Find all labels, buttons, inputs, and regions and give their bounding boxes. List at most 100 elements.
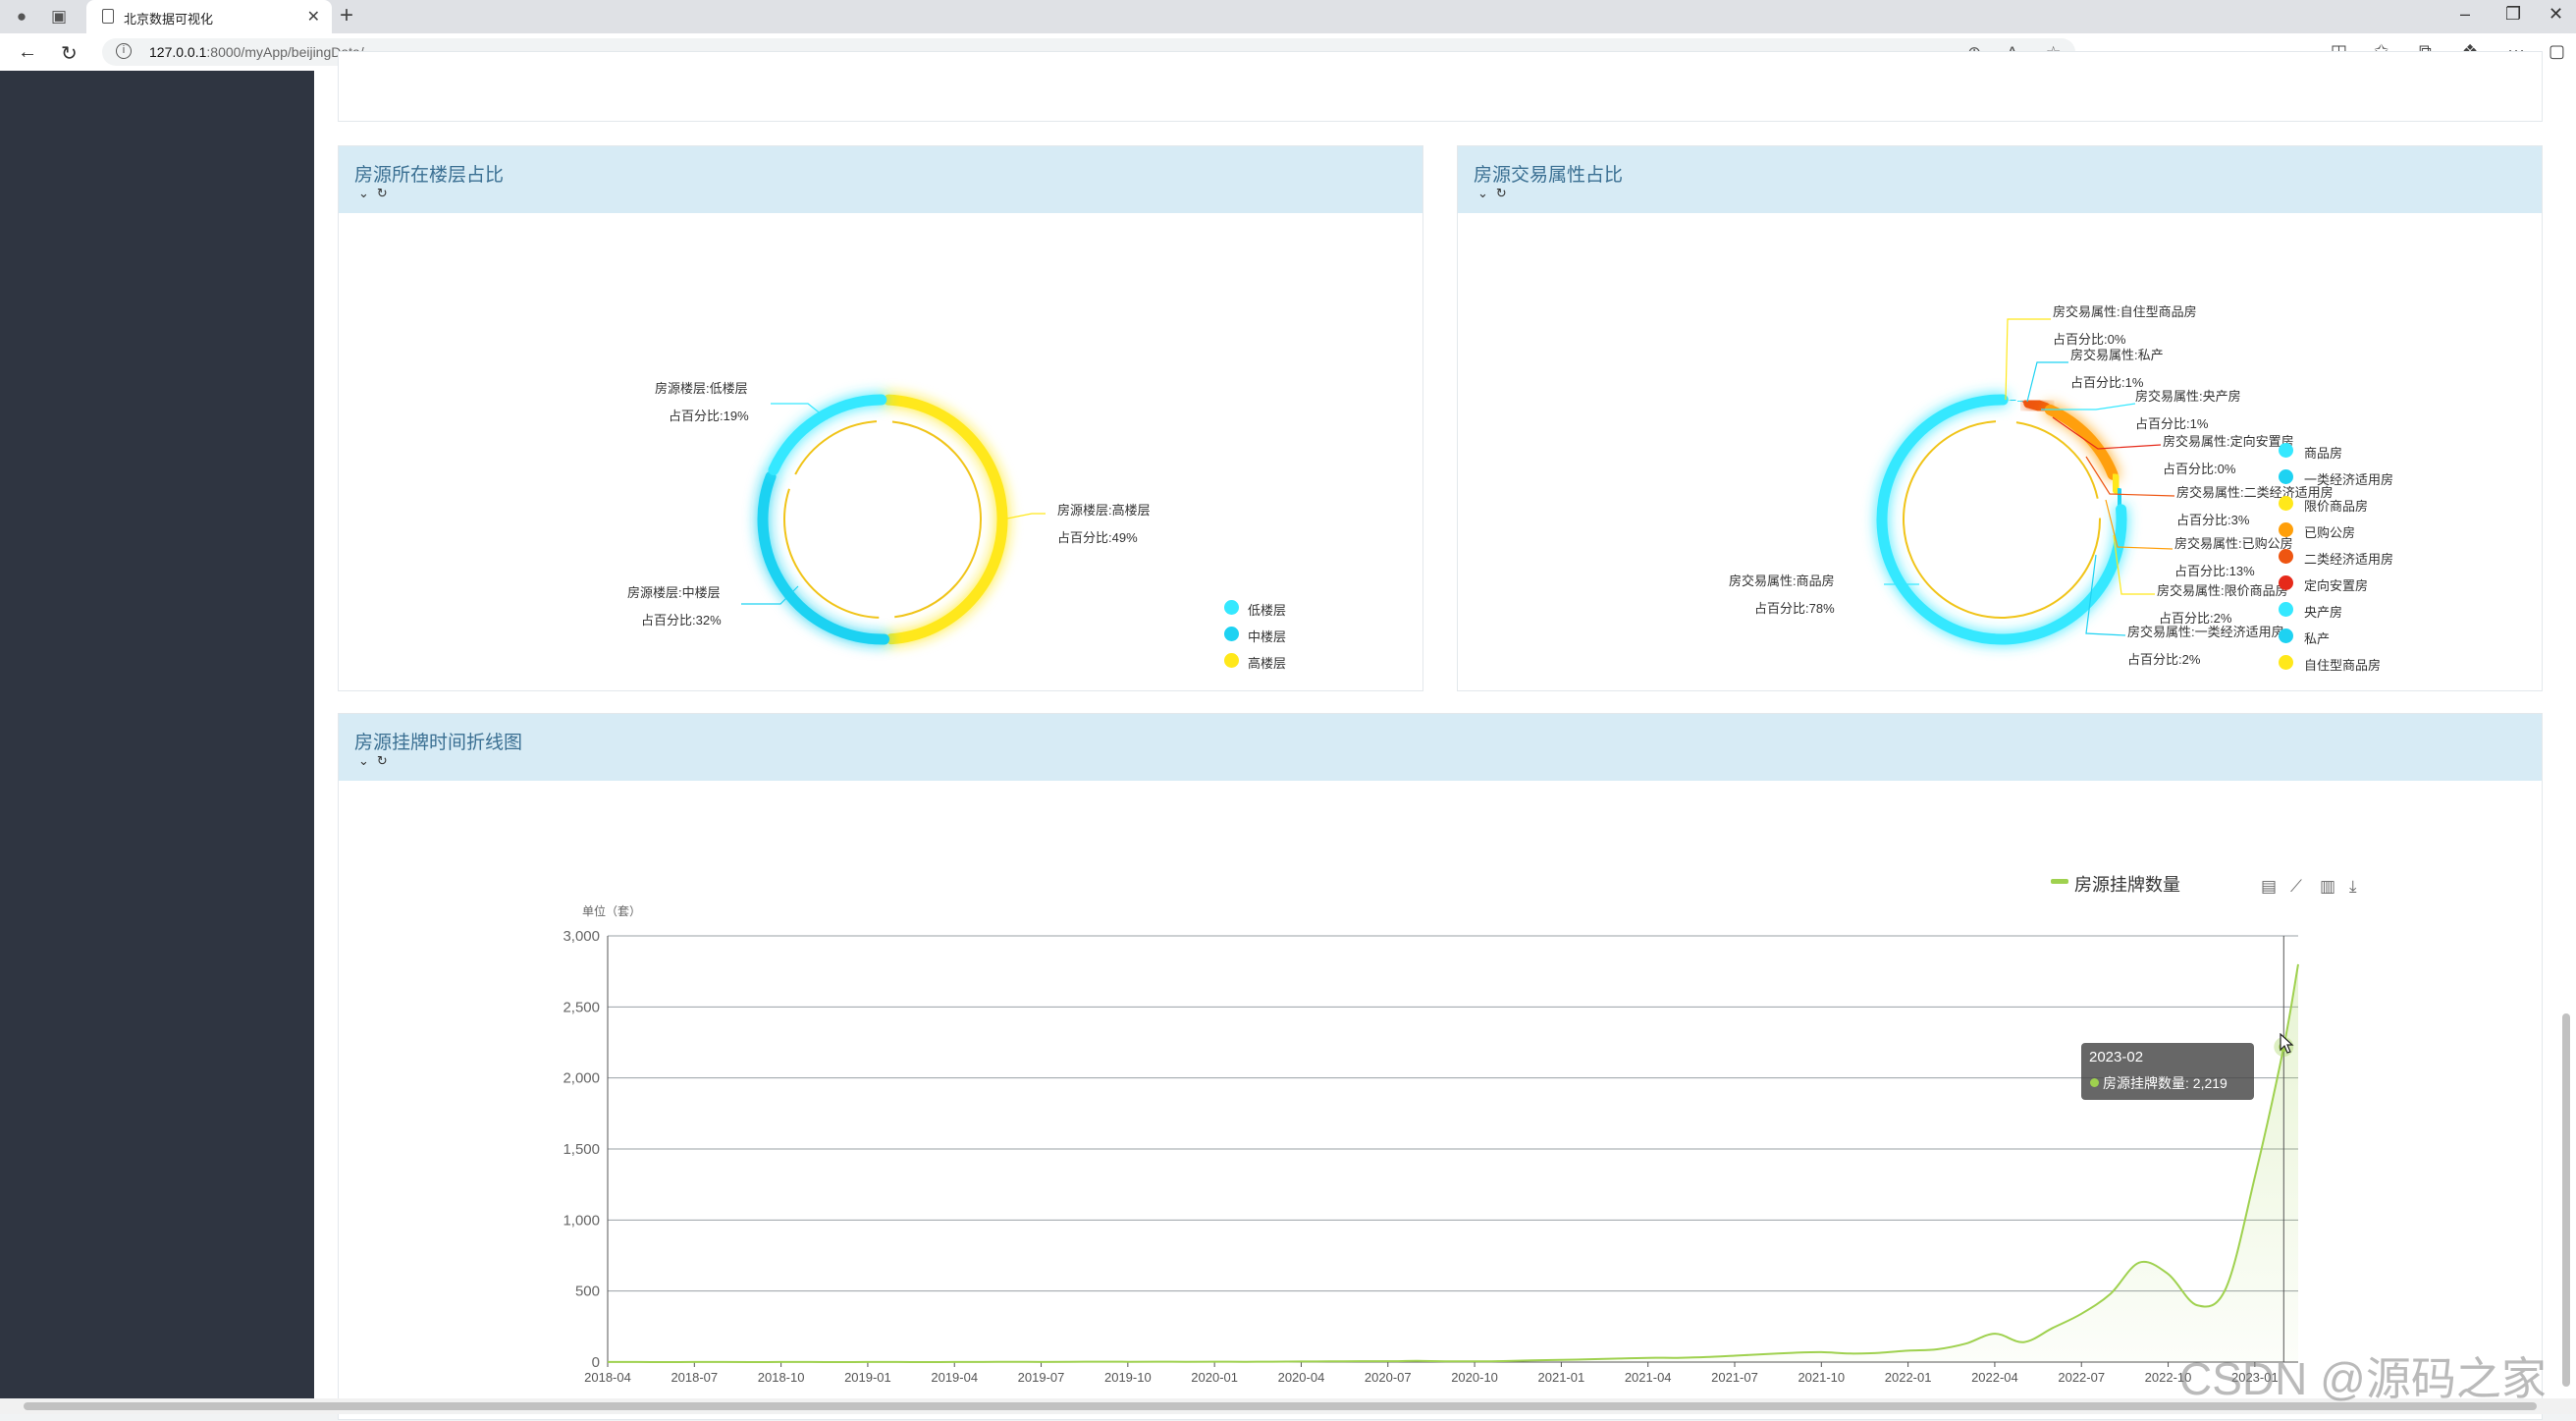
data-view-icon[interactable]: ▤	[2261, 877, 2277, 897]
y-tick-label: 1,000	[563, 1212, 600, 1229]
trade-slice	[2050, 410, 2113, 474]
y-tick-label: 500	[575, 1284, 600, 1300]
sidebar-toggle-icon[interactable]: ▢	[2549, 41, 2565, 62]
new-tab-icon[interactable]: +	[340, 2, 353, 29]
trade-inner-arc	[1904, 421, 2100, 618]
browser-tab[interactable]: 北京数据可视化 ✕	[86, 0, 332, 33]
y-tick-label: 3,000	[563, 928, 600, 945]
y-tick-label: 0	[592, 1354, 600, 1371]
legend-dot	[2279, 443, 2293, 458]
legend-dot	[2279, 522, 2293, 537]
save-image-icon[interactable]: ⤓	[2349, 877, 2357, 897]
trade-callout-line	[2106, 500, 2173, 549]
trade-callout-line	[2006, 319, 2051, 400]
mouse-cursor-icon	[2280, 1033, 2295, 1055]
floor-panel: 房源所在楼层占比 ⌄↻ 房源楼层:低楼层 占百分比:19% 房源楼层:中楼层 占…	[338, 145, 1423, 691]
legend-dot	[1224, 627, 1239, 641]
trade-callout-percent: 占百分比:78%	[1754, 598, 1835, 617]
floor-slice	[763, 476, 885, 639]
series-line	[608, 964, 2298, 1362]
floor-callout-percent: 占百分比:19%	[669, 406, 749, 424]
floor-inner-arc	[892, 422, 981, 618]
x-tick-label: 2022-07	[2058, 1370, 2105, 1385]
page-icon	[102, 9, 114, 24]
floor-callout-name: 房源楼层:中楼层	[627, 582, 721, 601]
x-tick-label: 2020-07	[1365, 1370, 1412, 1385]
tooltip-value: 房源挂牌数量: 2,219	[2103, 1073, 2227, 1093]
x-tick-label: 2019-10	[1104, 1370, 1152, 1385]
trade-callout-name: 房交易属性:已购公房	[2174, 533, 2293, 552]
x-tick-label: 2022-01	[1885, 1370, 1932, 1385]
vertical-scrollbar[interactable]	[2556, 71, 2576, 1398]
y-tick-label: 2,000	[563, 1070, 600, 1087]
x-tick-label: 2020-10	[1451, 1370, 1498, 1385]
legend-dot	[2279, 629, 2293, 643]
trade-callout-name: 房交易属性:商品房	[1729, 571, 1835, 589]
floor-callout-name: 房源楼层:高楼层	[1057, 500, 1151, 519]
trade-callout-percent: 占百分比:2%	[2127, 649, 2200, 668]
y-axis-unit-label: 单位（套）	[582, 902, 641, 919]
floor-callout-percent: 占百分比:32%	[641, 610, 722, 629]
x-tick-label: 2020-01	[1191, 1370, 1238, 1385]
tab-title: 北京数据可视化	[124, 9, 213, 27]
trade-callout-name: 房交易属性:私产	[2070, 345, 2164, 363]
trade-callout-name: 房交易属性:定向安置房	[2163, 431, 2294, 450]
trade-callout-percent: 占百分比:13%	[2174, 561, 2255, 579]
floor-callout-line	[1002, 514, 1046, 519]
back-icon[interactable]: ←	[18, 41, 37, 64]
trade-callout-line	[2086, 457, 2174, 496]
trade-callout-name: 房交易属性:一类经济适用房	[2127, 622, 2284, 640]
chart-tooltip: 2023-02 房源挂牌数量: 2,219	[2081, 1043, 2254, 1100]
legend-dot	[2279, 575, 2293, 590]
watermark: CSDN @源码之家	[2179, 1343, 2547, 1408]
trade-callout-name: 房交易属性:自住型商品房	[2053, 301, 2197, 320]
trade-callout-name: 房交易属性:限价商品房	[2157, 580, 2288, 599]
url-text: 127.0.0.1:8000/myApp/beijingData/	[149, 44, 364, 60]
x-tick-label: 2021-04	[1625, 1370, 1672, 1385]
series-area	[608, 964, 2298, 1362]
profile-icon[interactable]: ●	[12, 7, 31, 27]
floor-slice	[888, 400, 1002, 639]
trade-callout-name: 房交易属性:央产房	[2135, 386, 2241, 405]
close-tab-icon[interactable]: ✕	[307, 7, 320, 27]
x-tick-label: 2021-10	[1798, 1370, 1845, 1385]
restore-icon[interactable]: ❐	[2505, 4, 2521, 25]
trade-slice	[2119, 493, 2120, 503]
browser-tab-bar: ● ▣ 北京数据可视化 ✕ + – ❐ ✕	[0, 0, 2576, 33]
x-tick-label: 2019-07	[1018, 1370, 1065, 1385]
line-switch-icon[interactable]: ⟋	[2290, 877, 2302, 897]
refresh-icon[interactable]: ↻	[61, 41, 78, 66]
legend-dot	[1224, 600, 1239, 615]
floor-callout-percent: 占百分比:49%	[1057, 527, 1138, 546]
floor-slice	[774, 400, 882, 469]
site-info-icon[interactable]: i	[116, 43, 132, 59]
x-tick-label: 2022-04	[1971, 1370, 2018, 1385]
scroll-thumb[interactable]	[24, 1402, 2537, 1410]
tooltip-dot	[2090, 1078, 2099, 1087]
trade-slice	[2029, 403, 2046, 408]
floor-callout-name: 房源楼层:低楼层	[655, 378, 748, 397]
tooltip-month: 2023-02	[2089, 1049, 2143, 1066]
tab-actions-icon[interactable]: ▣	[49, 7, 69, 27]
minimize-icon[interactable]: –	[2460, 4, 2470, 25]
bar-switch-icon[interactable]: ▥	[2320, 877, 2335, 897]
legend-swatch	[2051, 879, 2068, 884]
trade-callout-percent: 占百分比:1%	[2135, 413, 2208, 432]
trade-callout-line	[2027, 362, 2068, 402]
trade-slice	[2115, 479, 2118, 489]
legend-dot	[2279, 469, 2293, 484]
close-window-icon[interactable]: ✕	[2549, 4, 2563, 25]
trade-callout-percent: 占百分比:3%	[2176, 510, 2249, 528]
trade-panel: 房源交易属性占比 ⌄↻ 房交易属性:自住型商品房 占百分比:0% 房交易属性:私…	[1457, 145, 2543, 691]
x-tick-label: 2018-10	[758, 1370, 805, 1385]
x-tick-label: 2021-01	[1538, 1370, 1585, 1385]
legend-dot	[2279, 602, 2293, 617]
y-tick-label: 2,500	[563, 999, 600, 1015]
previous-panel	[338, 51, 2543, 122]
legend-dot	[2279, 496, 2293, 511]
scroll-thumb[interactable]	[2562, 1013, 2570, 1387]
trade-pie-chart	[1458, 146, 2544, 692]
legend-dot	[2279, 549, 2293, 564]
legend-dot	[1224, 653, 1239, 668]
trade-callout-percent: 占百分比:0%	[2163, 459, 2235, 477]
